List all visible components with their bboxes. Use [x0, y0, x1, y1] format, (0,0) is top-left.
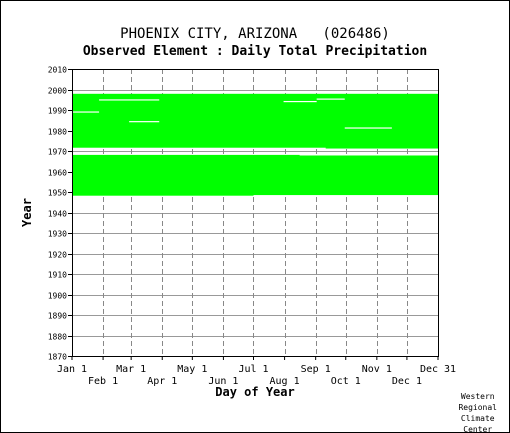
data-periods: [72, 93, 438, 197]
x-tick-label: Apr 1: [147, 376, 177, 387]
plot-border: [72, 69, 439, 357]
data-period-block: [72, 154, 438, 196]
y-tick-label: 1980: [48, 128, 67, 137]
missing-data-gap: [129, 121, 160, 123]
y-tick-label: 1880: [48, 333, 67, 342]
x-tick-label: Nov 1: [362, 364, 392, 375]
y-tick-label: 1910: [48, 271, 67, 280]
y-tick-label: 2000: [48, 87, 67, 96]
x-tick-label: Aug 1: [270, 376, 300, 387]
x-tick-label: Jan 1: [57, 364, 87, 375]
axes: 1870 1880 1890 1900 1910 1920 1930 1940 1950 1960…: [48, 66, 456, 388]
x-tick-label: May 1: [177, 364, 207, 375]
missing-data-gap: [344, 127, 392, 129]
x-tick-label: Sep 1: [301, 364, 331, 375]
missing-data-gap: [99, 99, 160, 101]
missing-data-gap: [72, 147, 326, 149]
credit-line: Center: [463, 425, 493, 433]
y-tick-label: 1890: [48, 312, 67, 321]
y-axis-label: Year: [20, 198, 34, 227]
credit-line: Climate: [460, 414, 495, 423]
x-tick-label: Feb 1: [88, 376, 118, 387]
credit-line: Western: [460, 392, 495, 401]
x-tick-label: Dec 1: [392, 376, 422, 387]
x-tick-label: Jul 1: [238, 364, 268, 375]
missing-data-gap: [72, 111, 100, 113]
y-tick-label: 1990: [48, 107, 67, 116]
y-tick-label: 1930: [48, 230, 67, 239]
missing-data-gap: [253, 195, 438, 197]
credit-line: Regional: [458, 403, 497, 412]
x-tick-label: Oct 1: [331, 376, 361, 387]
y-tick-label: 1960: [48, 169, 67, 178]
y-tick-label: 1900: [48, 292, 67, 301]
station-title: PHOENIX CITY, ARIZONA (026486): [120, 26, 390, 42]
x-axis-label: Day of Year: [215, 385, 294, 399]
y-tick-label: 1870: [48, 353, 67, 362]
x-tick-label: Jun 1: [208, 376, 238, 387]
missing-data-gap: [283, 100, 317, 103]
x-tick-label: Mar 1: [116, 364, 146, 375]
y-tick-label: 1950: [48, 189, 67, 198]
missing-data-gap: [299, 154, 438, 156]
y-tick-label: 1940: [48, 210, 67, 219]
y-tick-label: 1970: [48, 148, 67, 157]
wrcc-credit: Western Regional Climate Center: [458, 391, 497, 433]
x-tick-label: Dec 31: [420, 364, 456, 375]
y-tick-label: 2010: [48, 66, 67, 75]
element-subtitle: Observed Element : Daily Total Precipita…: [82, 44, 428, 59]
data-period-block: [72, 93, 438, 149]
y-tick-label: 1920: [48, 251, 67, 260]
missing-data-gap: [316, 98, 345, 100]
